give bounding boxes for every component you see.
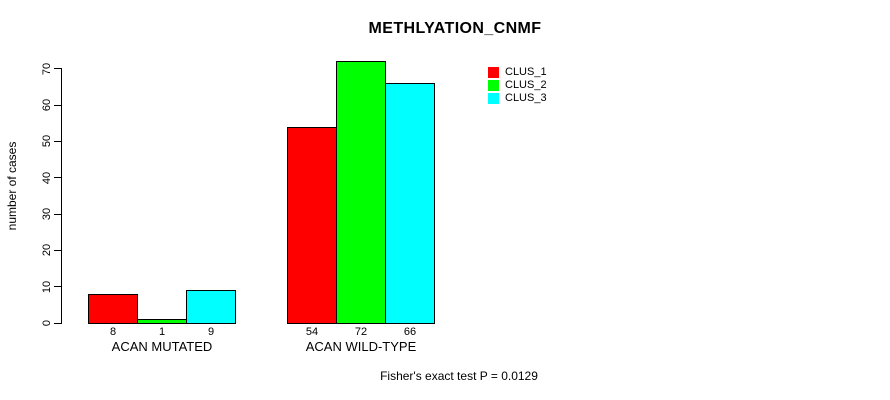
bar-clus-2-acan-wild-type — [336, 61, 386, 324]
legend-item-clus-3: CLUS_3 — [488, 92, 547, 105]
legend-label: CLUS_2 — [505, 79, 547, 91]
bar-value: 72 — [354, 326, 368, 338]
bar-clus-3-acan-mutated — [186, 290, 236, 324]
y-tick-label: 60 — [41, 98, 53, 112]
y-tick-label: 10 — [41, 280, 53, 293]
y-tick-label: 50 — [41, 135, 53, 148]
y-tick — [54, 104, 61, 106]
legend-swatch-clus-1 — [488, 67, 499, 78]
y-tick-label: 0 — [41, 319, 53, 327]
y-tick — [54, 68, 61, 70]
x-category-label-acan-mutated: ACAN MUTATED — [111, 339, 213, 354]
y-tick — [54, 140, 61, 142]
x-category-label-acan-wild-type: ACAN WILD-TYPE — [305, 339, 417, 354]
y-axis-title: number of cases — [5, 141, 19, 231]
y-tick — [54, 177, 61, 179]
bar-value: 1 — [158, 326, 166, 338]
y-tick-label: 70 — [41, 62, 53, 75]
y-tick — [54, 322, 61, 324]
y-tick-label: 30 — [41, 207, 53, 221]
legend-swatch-clus-3 — [488, 93, 499, 104]
chart-title: METHLYATION_CNMF — [368, 20, 542, 37]
bar-clus-1-acan-wild-type — [287, 126, 337, 324]
y-tick — [54, 213, 61, 215]
y-tick — [54, 249, 61, 251]
bar-value: 8 — [109, 326, 117, 338]
legend-swatch-clus-2 — [488, 80, 499, 91]
bar-clus-1-acan-mutated — [88, 293, 138, 324]
legend-label: CLUS_1 — [505, 66, 547, 78]
bar-clus-3-acan-wild-type — [385, 83, 435, 324]
bar-clus-2-acan-mutated — [137, 319, 187, 324]
y-tick-label: 40 — [41, 171, 53, 184]
y-axis-line — [61, 68, 62, 324]
legend-label: CLUS_3 — [505, 92, 547, 104]
bar-value: 54 — [305, 326, 319, 338]
bar-value: 66 — [403, 326, 417, 338]
y-tick-label: 20 — [41, 244, 53, 257]
legend-item-clus-2: CLUS_2 — [488, 79, 547, 92]
y-tick — [54, 286, 61, 288]
legend-item-clus-1: CLUS_1 — [488, 66, 547, 79]
legend: CLUS_1 CLUS_2 CLUS_3 — [488, 66, 547, 105]
fisher-test-note: Fisher's exact test P = 0.0129 — [380, 369, 538, 383]
bar-value: 9 — [207, 326, 215, 338]
